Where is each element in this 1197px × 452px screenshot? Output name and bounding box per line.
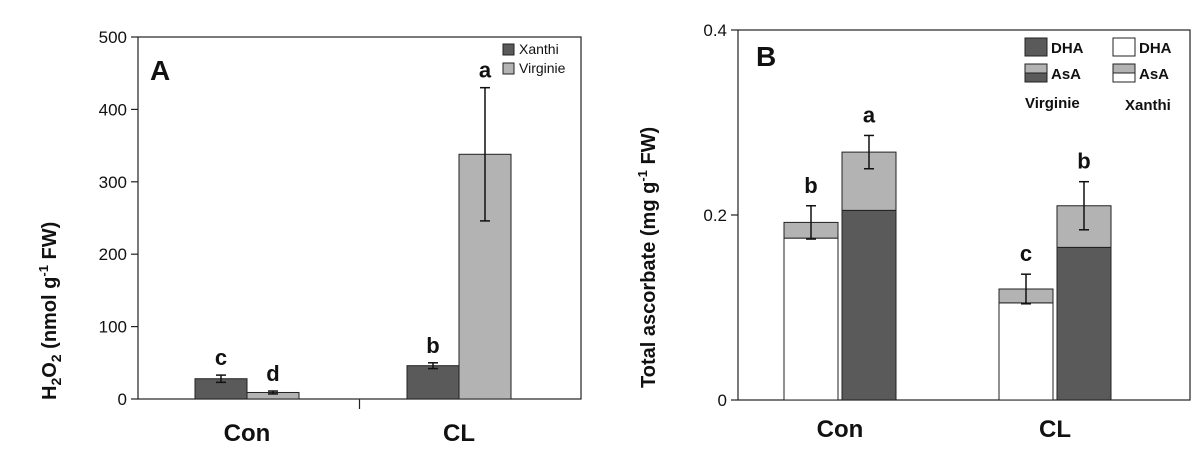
panel-a-ytick-label: 200 [99,245,127,264]
panel-b-bar-asa-virginie [841,209,897,401]
panel-a-xtick-label: CL [443,420,475,447]
panel-b-sig-letter: c [1020,241,1032,266]
panel-b-sig-letter: b [1077,149,1090,174]
legend-group-virginie: Virginie [1025,95,1080,112]
legend-label-virginie-dha: DHA [1051,40,1084,57]
legend-swatch-virginie-asa-base [1024,72,1048,83]
legend-swatch-virginie [502,62,515,75]
panel-b-ylabel: Total ascorbate (mg g-1 FW) [635,127,660,388]
panel-a-ylabel: H2O2 (nmol g-1 FW) [36,222,64,400]
panel-a-frame [137,36,582,400]
legend-group-xanthi: Xanthi [1125,97,1171,114]
panel-a-sig-letter: c [215,345,227,370]
panel-a-ytick-label: 500 [99,28,127,47]
panel-b-xtick-label: Con [817,416,864,443]
panel-a-ytick-label: 0 [118,390,127,409]
panel-a-ytick-label: 100 [99,318,127,337]
panel-a-legend: Xanthi Virginie [502,41,566,76]
panel-a-ytick-label: 400 [99,100,127,119]
legend-label-virginie: Virginie [519,60,566,76]
panel-b-ytick-label: 0 [718,391,727,410]
legend-label-xanthi: Xanthi [519,41,559,57]
panel-b-xtick-label: CL [1039,416,1071,443]
panel-b-label: B [756,41,776,72]
panel-a-label: A [150,55,170,86]
panel-b-sig-letter: a [863,102,876,127]
panel-a-xtick-label: Con [224,420,271,447]
panel-b-bar-asa-virginie [1056,246,1112,401]
panel-b-bar-asa-xanthi [783,237,839,401]
panel-b-bar-asa-xanthi [998,302,1054,401]
panel-b-sig-letter: b [804,173,817,198]
panel-a-ytick-label: 300 [99,173,127,192]
panel-a-sig-letter: b [426,333,439,358]
panel-b-ytick-label: 0.4 [703,21,727,40]
panel-a-sig-letter: d [266,361,279,386]
panel-b-ytick-label: 0.2 [703,206,727,225]
legend-label-virginie-asa: AsA [1051,66,1081,83]
panel-b-legend: DHA AsA Virginie DHA AsA Xanthi [1024,37,1172,114]
legend-label-xanthi-asa: AsA [1139,66,1169,83]
legend-swatch-virginie-dha [1024,37,1048,57]
legend-swatch-xanthi-asa-base [1112,72,1136,83]
legend-swatch-xanthi [502,43,515,56]
panel-a-sig-letter: a [479,58,492,83]
legend-swatch-xanthi-dha [1112,37,1136,57]
chart-marks: 0 100 200 300 400 500 Con c d CL b a 0 0.2 0.4 Con b a CL c… [99,21,1191,447]
panel-a-bar-xanthi [406,365,460,400]
legend-label-xanthi-dha: DHA [1139,40,1172,57]
